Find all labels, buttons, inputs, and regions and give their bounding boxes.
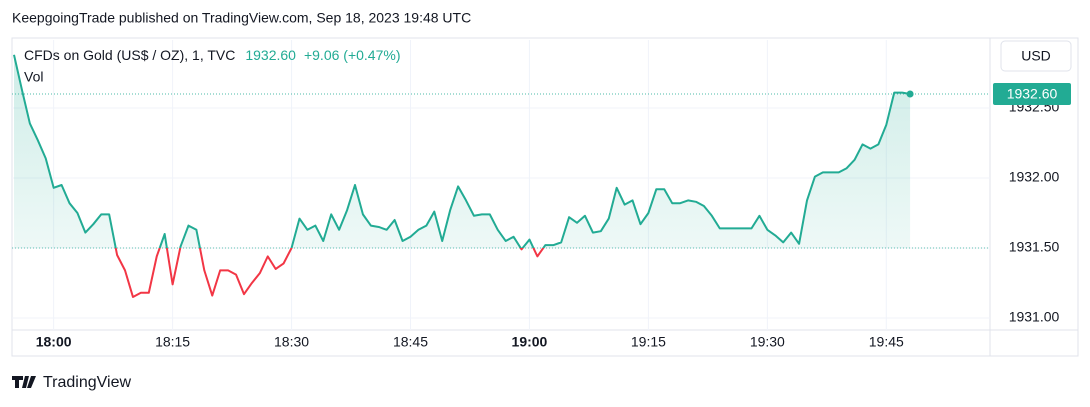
area-fill: [14, 54, 911, 248]
chart-frame: [11, 37, 1079, 357]
brand: TradingView: [43, 374, 131, 391]
currency-button[interactable]: [1000, 40, 1072, 72]
x-tick-label: 18:00: [36, 334, 72, 350]
line-above-baseline: [13, 54, 911, 248]
y-tick-label: 1932.00: [1009, 169, 1060, 185]
last-price-tag: [993, 83, 1071, 106]
chart-title: CFDs on Gold (US$ / OZ), 1, TVC 1932.60 +9…: [24, 47, 400, 63]
x-tick-label: 19:15: [631, 334, 666, 350]
attribution: KeepgoingTrade published on TradingView.…: [12, 10, 471, 26]
brand-logo: [12, 376, 36, 388]
x-tick-label: 18:45: [393, 334, 428, 350]
y-tick-label: 1931.00: [1009, 309, 1060, 325]
x-tick-label: 19:45: [869, 334, 904, 350]
last-point: [906, 90, 914, 98]
x-tick-label: 19:30: [750, 334, 785, 350]
volume-label: Vol: [24, 69, 43, 85]
x-tick-label: 18:15: [155, 334, 190, 350]
y-tick-label: 1931.50: [1009, 239, 1060, 255]
plot: [12, 54, 990, 298]
symbol-title: CFDs on Gold (US$ / OZ), 1, TVC: [24, 47, 235, 63]
last-price-tag-label: 1932.60: [1007, 86, 1058, 102]
price-change: +9.06 (+0.47%): [304, 47, 401, 63]
line-below-baseline: [114, 247, 545, 298]
x-tick-label: 19:00: [512, 334, 548, 350]
x-tick-label: 18:30: [274, 334, 309, 350]
currency-label[interactable]: USD: [1021, 48, 1051, 64]
last-price: 1932.60: [245, 47, 296, 63]
